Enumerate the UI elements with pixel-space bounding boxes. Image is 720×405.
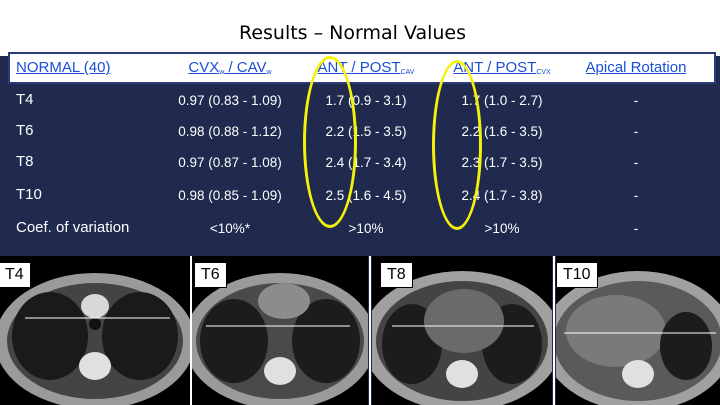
- scan-label-t8: T8: [380, 262, 413, 288]
- table-cell: >10%: [484, 221, 520, 236]
- row-label-t10: T10: [16, 186, 42, 203]
- header-ant-post-cvx: ANT / POSTCVX: [453, 59, 551, 76]
- ct-scan-t6: [192, 256, 368, 405]
- table-cell: -: [633, 93, 639, 108]
- divider: [190, 256, 192, 405]
- slide-title: Results – Normal Values: [238, 22, 467, 44]
- highlight-ellipse-cav: [303, 56, 357, 228]
- ct-scan-t4: [0, 256, 190, 405]
- table-cell: >10%: [348, 221, 384, 236]
- table-header-row: [8, 52, 716, 84]
- table-cell: -: [633, 155, 639, 170]
- table-cell: 2.3 (1.7 - 3.5): [461, 155, 543, 170]
- table-cell: -: [633, 188, 639, 203]
- table-cell: -: [633, 124, 639, 139]
- header-cvx-cav: CVXw / CAVw: [188, 59, 272, 76]
- scan-label-t6: T6: [194, 262, 227, 288]
- table-cell: 1.7 (1.0 - 2.7): [461, 93, 543, 108]
- scan-label-t10: T10: [556, 262, 598, 288]
- row-label-t6: T6: [16, 122, 34, 139]
- table-cell: 0.98 (0.85 - 1.09): [178, 188, 282, 203]
- header-apical-rotation: Apical Rotation: [585, 59, 687, 76]
- row-label-t4: T4: [16, 91, 34, 108]
- row-label-coef: Coef. of variation: [16, 219, 130, 236]
- divider: [369, 256, 371, 405]
- header-normal: NORMAL (40): [16, 59, 111, 76]
- divider: [553, 256, 555, 405]
- table-cell: <10%*: [209, 221, 251, 236]
- table-cell: 0.98 (0.88 - 1.12): [178, 124, 282, 139]
- row-label-t8: T8: [16, 153, 34, 170]
- table-cell: -: [633, 221, 639, 236]
- table-cell: 2.4 (1.7 - 3.8): [461, 188, 543, 203]
- table-cell: 0.97 (0.87 - 1.08): [178, 155, 282, 170]
- title-bar: [0, 0, 720, 56]
- highlight-ellipse-cvx: [432, 60, 482, 230]
- table-cell: 0.97 (0.83 - 1.09): [178, 93, 282, 108]
- scan-label-t4: T4: [0, 262, 31, 288]
